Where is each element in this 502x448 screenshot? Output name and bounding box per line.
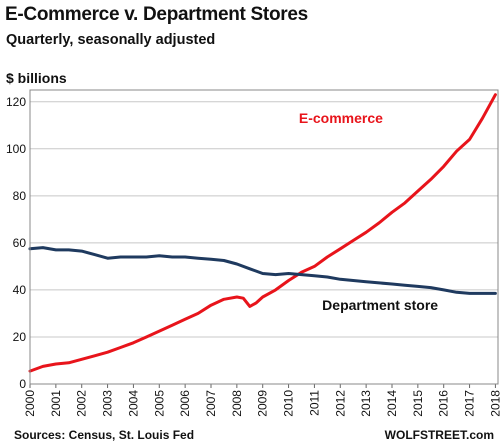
x-tick-label: 2006: [178, 390, 192, 417]
x-tick-label: 2016: [437, 390, 451, 417]
x-tick-label: 2000: [23, 390, 37, 417]
x-tick-label: 2010: [282, 390, 296, 417]
series-line-department-store: [28, 246, 497, 295]
x-tick-label: 2014: [385, 390, 399, 417]
brand-mark: WOLFSTREET.com: [384, 428, 494, 442]
chart-subtitle: Quarterly, seasonally adjusted: [6, 32, 216, 48]
series-label-department-store: Department store: [322, 297, 438, 313]
x-tick-label: 2007: [204, 390, 218, 417]
x-tick-label: 2018: [488, 390, 502, 417]
x-tick-label: 2002: [75, 390, 89, 417]
x-tick-label: 2009: [256, 390, 270, 417]
y-tick-labels: 0 20 40 60 80 100 120: [6, 95, 26, 391]
x-tick-label: 2015: [411, 390, 425, 417]
grid-lines: [30, 101, 498, 385]
x-tick-label: 2003: [101, 390, 115, 417]
y-tick-label: 100: [6, 142, 26, 156]
x-tick-label: 2008: [230, 390, 244, 417]
chart-title: E-Commerce v. Department Stores: [5, 4, 308, 25]
x-tick-label: 2001: [49, 390, 63, 417]
y-tick-label: 40: [13, 283, 27, 297]
y-tick-label: 20: [13, 330, 27, 344]
source-note: Sources: Census, St. Louis Fed: [14, 428, 195, 442]
x-tick-label: 2012: [333, 390, 347, 417]
series-line-e-commerce: [28, 93, 497, 373]
x-tick-label: 2017: [463, 390, 477, 417]
series-lines: [28, 93, 497, 373]
x-tick-label: 2013: [359, 390, 373, 417]
x-tick-label: 2005: [152, 390, 166, 417]
x-tick-label: 2004: [126, 390, 140, 417]
y-tick-label: 120: [6, 95, 26, 109]
y-tick-label: 0: [19, 377, 26, 391]
y-tick-label: 80: [13, 189, 27, 203]
y-tick-label: 60: [13, 236, 27, 250]
plot-frame: [29, 89, 499, 385]
y-axis-label: $ billions: [6, 70, 67, 86]
series-label-e-commerce: E-commerce: [299, 110, 383, 126]
x-tick-label: 2011: [307, 390, 321, 416]
x-tick-labels: 2000 2001 2002 2003 2004 2005 2006 2007 2008 2009…: [23, 384, 502, 417]
